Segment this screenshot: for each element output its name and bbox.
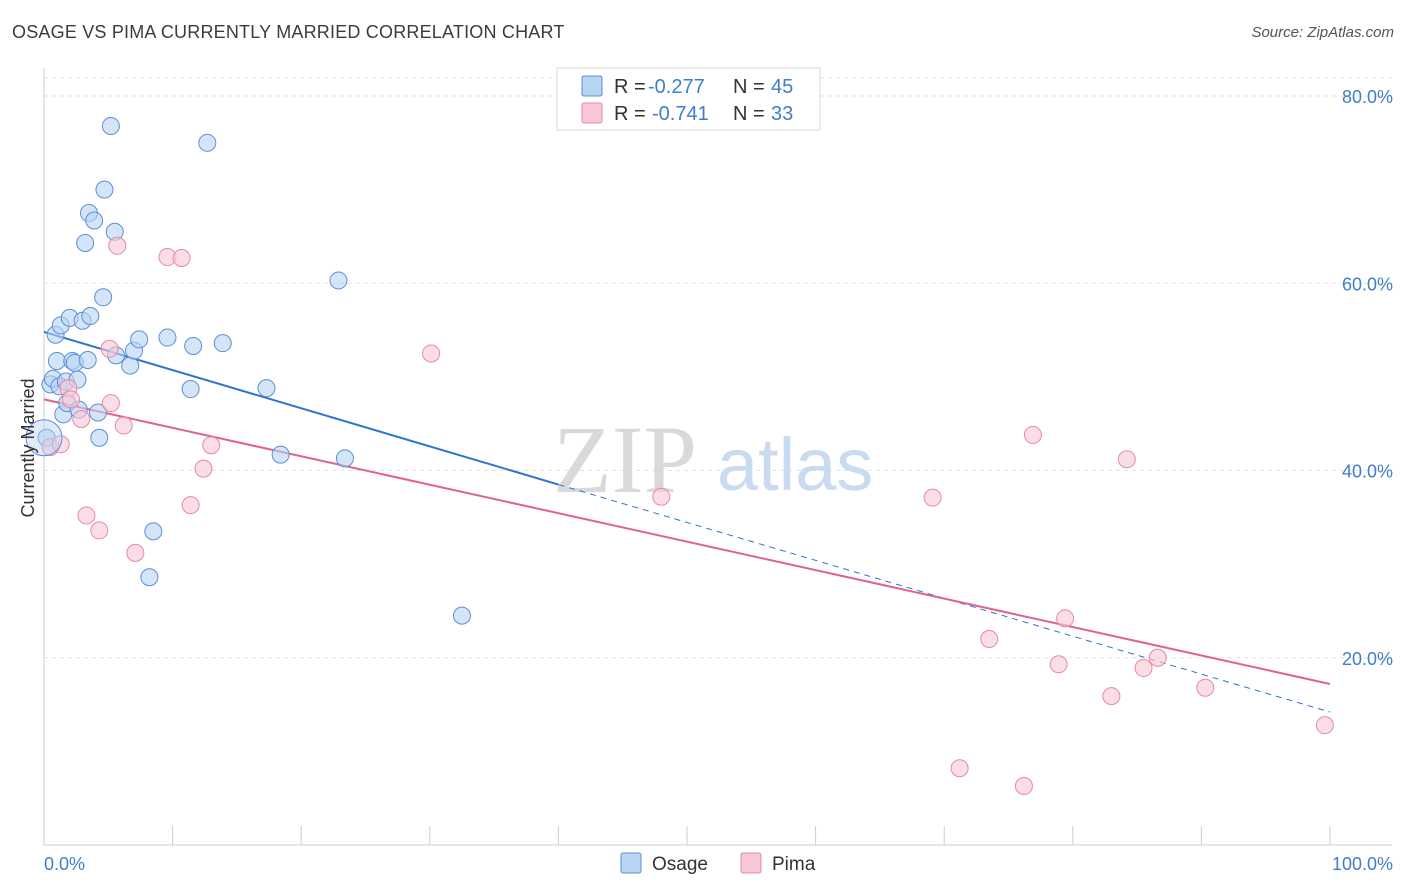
legend-r-label-osage: R = bbox=[614, 76, 646, 98]
points-layer bbox=[25, 116, 1334, 796]
point-pima bbox=[202, 436, 221, 455]
bottom-legend-swatch-pima bbox=[740, 852, 762, 874]
point-pima bbox=[1014, 777, 1033, 796]
correlation-legend: R = -0.277 N = 45 R = -0.741 N = 33 bbox=[556, 67, 821, 131]
point-pima bbox=[652, 487, 671, 506]
watermark-atlas: atlas bbox=[717, 423, 873, 506]
point-pima bbox=[194, 459, 213, 478]
point-osage bbox=[184, 336, 203, 355]
bottom-legend-label-pima: Pima bbox=[772, 854, 816, 875]
legend-r-value-pima: -0.741 bbox=[652, 103, 709, 125]
point-osage bbox=[257, 379, 276, 398]
point-osage bbox=[181, 380, 200, 399]
point-pima bbox=[101, 394, 120, 413]
point-osage bbox=[76, 233, 95, 252]
x-tick-label-max: 100.0% bbox=[1332, 854, 1393, 874]
point-osage bbox=[94, 288, 113, 307]
point-pima bbox=[1134, 659, 1153, 678]
chart-title: OSAGE VS PIMA CURRENTLY MARRIED CORRELAT… bbox=[12, 22, 565, 42]
watermark: ZIP atlas bbox=[553, 406, 873, 513]
grid-layer bbox=[44, 77, 1392, 659]
tick-label-layer: 20.0% 40.0% 60.0% 80.0% 0.0% 100.0% bbox=[44, 87, 1393, 874]
point-pima bbox=[1056, 609, 1075, 628]
point-osage bbox=[85, 211, 104, 230]
point-pima bbox=[950, 759, 969, 778]
point-osage bbox=[101, 116, 120, 135]
y-tick-label: 60.0% bbox=[1342, 274, 1393, 294]
point-pima bbox=[62, 390, 81, 409]
legend-r-label-pima: R = bbox=[614, 103, 646, 125]
point-pima bbox=[1196, 678, 1215, 697]
point-pima bbox=[923, 488, 942, 507]
point-pima bbox=[1049, 655, 1068, 674]
point-pima bbox=[1117, 450, 1136, 469]
x-tick-label-min: 0.0% bbox=[44, 854, 85, 874]
source-label: Source: ZipAtlas.com bbox=[1251, 24, 1394, 41]
point-pima bbox=[72, 410, 91, 429]
y-tick-label: 80.0% bbox=[1342, 87, 1393, 107]
point-pima bbox=[114, 416, 133, 435]
point-pima bbox=[1315, 716, 1334, 735]
point-osage bbox=[90, 428, 109, 447]
point-osage bbox=[81, 307, 100, 326]
watermark-zip: ZIP bbox=[553, 406, 697, 513]
point-pima bbox=[126, 543, 145, 562]
y-tick-label: 20.0% bbox=[1342, 649, 1393, 669]
legend-swatch-pima bbox=[581, 102, 603, 124]
point-pima bbox=[422, 344, 441, 363]
legend-swatch-osage bbox=[581, 75, 603, 97]
y-tick-label: 40.0% bbox=[1342, 462, 1393, 482]
axis-layer bbox=[43, 68, 1392, 846]
point-osage bbox=[452, 606, 471, 625]
point-osage bbox=[198, 133, 217, 152]
point-osage bbox=[78, 351, 97, 370]
legend-n-label-pima: N = bbox=[733, 103, 765, 125]
legend-n-label-osage: N = bbox=[733, 76, 765, 98]
legend-r-value-osage: -0.277 bbox=[648, 76, 705, 98]
point-osage bbox=[158, 328, 177, 347]
point-osage bbox=[213, 334, 232, 353]
bottom-legend-swatch-osage bbox=[620, 852, 642, 874]
trendline-pima bbox=[43, 398, 1331, 685]
trend-layer bbox=[43, 330, 1331, 713]
point-pima bbox=[1148, 648, 1167, 667]
point-pima bbox=[181, 496, 200, 515]
point-pima bbox=[980, 630, 999, 649]
point-pima bbox=[172, 248, 191, 267]
point-pima bbox=[108, 236, 127, 255]
point-osage bbox=[335, 449, 354, 468]
point-pima bbox=[1023, 425, 1042, 444]
point-osage bbox=[121, 356, 140, 375]
point-osage bbox=[271, 445, 290, 464]
trendline-osage-extrapolated bbox=[558, 484, 1331, 713]
point-osage-large bbox=[25, 419, 63, 457]
legend-n-value-pima: 33 bbox=[771, 103, 793, 125]
bottom-legend-label-osage: Osage bbox=[652, 854, 708, 875]
point-pima bbox=[100, 339, 119, 358]
point-osage bbox=[95, 180, 114, 199]
point-osage bbox=[329, 271, 348, 290]
point-pima bbox=[77, 506, 96, 525]
point-osage bbox=[140, 568, 159, 587]
point-osage bbox=[144, 522, 163, 541]
series-legend: Osage Pima bbox=[620, 852, 816, 875]
legend-n-value-osage: 45 bbox=[771, 76, 793, 98]
y-axis-title: Currently Married bbox=[18, 378, 38, 517]
point-osage bbox=[130, 330, 149, 349]
point-osage bbox=[89, 403, 108, 422]
point-osage bbox=[47, 351, 66, 370]
point-pima bbox=[1102, 687, 1121, 706]
point-pima bbox=[90, 521, 109, 540]
